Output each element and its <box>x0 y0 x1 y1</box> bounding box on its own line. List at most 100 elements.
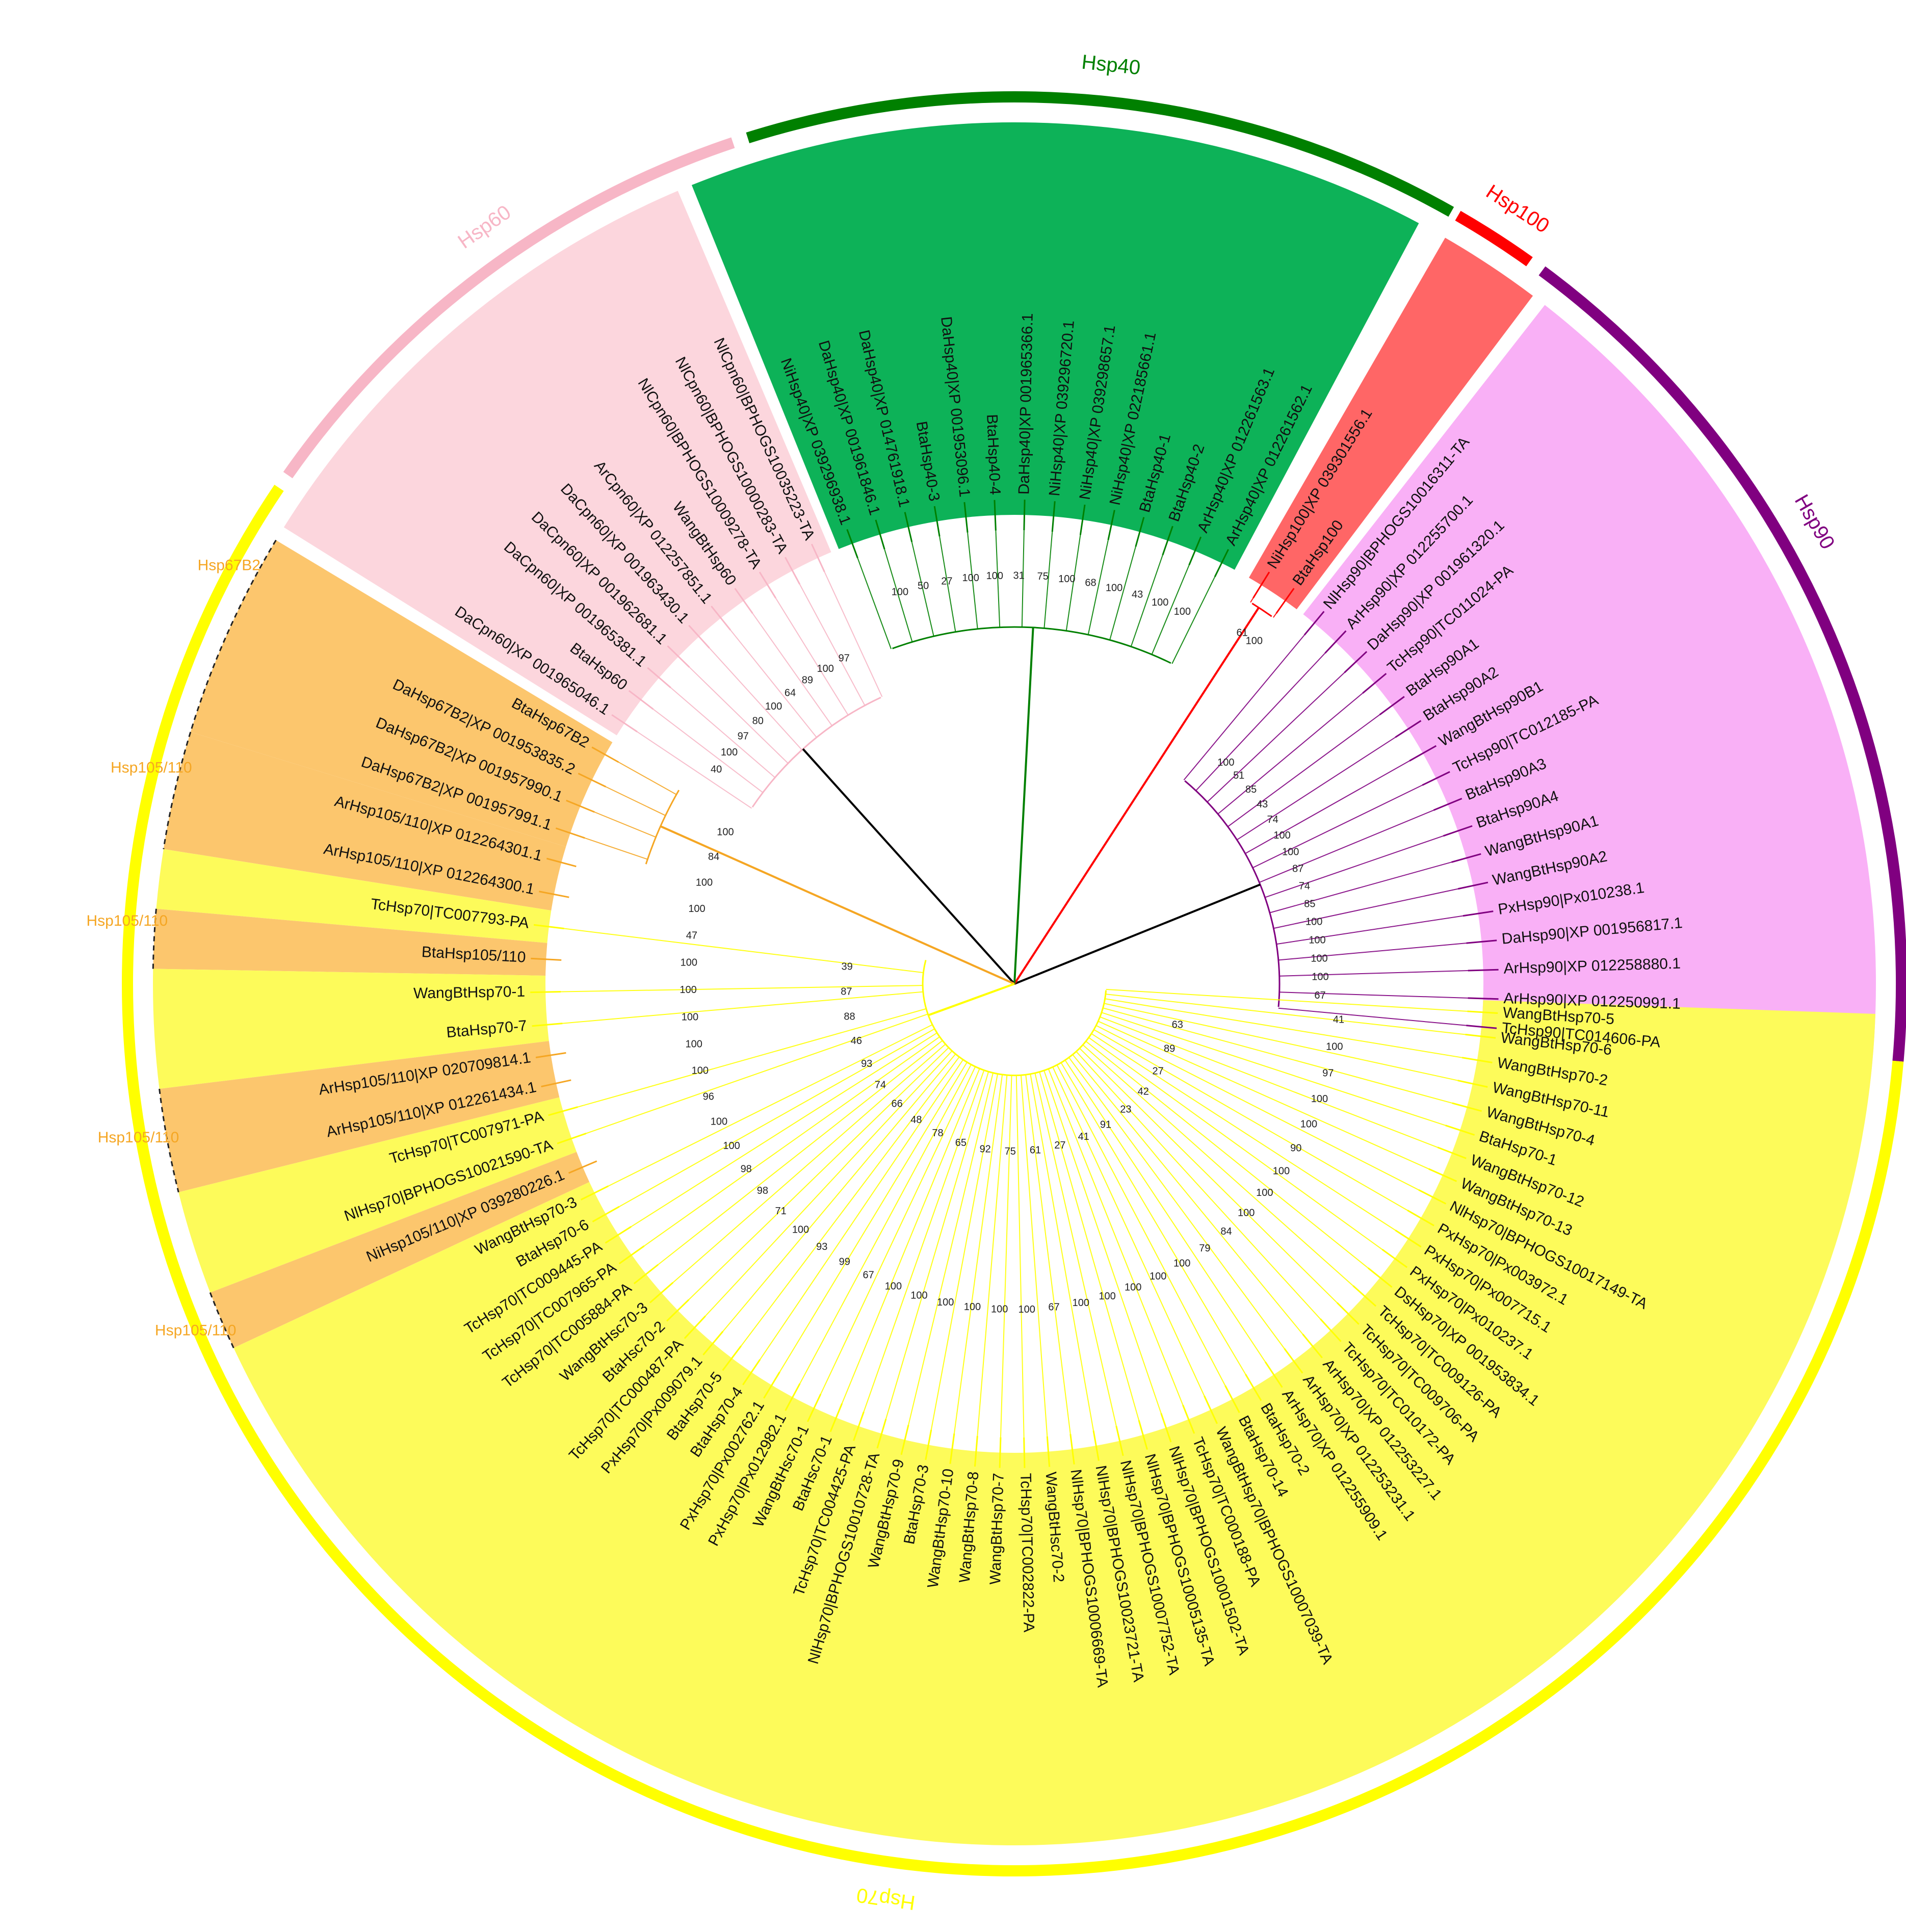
bootstrap-value: 100 <box>792 1224 809 1236</box>
clade-arc <box>922 960 1107 1077</box>
branch <box>1079 1048 1338 1303</box>
terminal-branch <box>1324 630 1347 654</box>
terminal-branch <box>811 543 825 572</box>
branch <box>1056 1064 1226 1386</box>
bootstrap-value: 42 <box>1138 1086 1149 1097</box>
bootstrap-value: 75 <box>1037 571 1049 582</box>
terminal-branch <box>1467 1010 1498 1014</box>
leaf-label: TcHsp70|TC002822-PA <box>1017 1473 1037 1632</box>
terminal-branch <box>1275 588 1295 614</box>
terminal-branch <box>900 1425 909 1455</box>
arc-hsp90 <box>1538 266 1906 1062</box>
bootstrap-value: 64 <box>785 687 796 698</box>
bootstrap-value: 100 <box>1300 1118 1317 1130</box>
bootstrap-value: 51 <box>1233 770 1244 781</box>
terminal-branch <box>592 1206 620 1222</box>
bootstrap-value: 100 <box>937 1297 954 1308</box>
branch <box>1025 1075 1071 1434</box>
terminal-branch <box>949 1433 955 1464</box>
branch <box>953 1075 1003 1434</box>
branch <box>1273 888 1458 929</box>
terminal-branch <box>530 991 561 994</box>
branch <box>1091 1033 1396 1231</box>
sector-hsp105_c <box>159 1041 560 1192</box>
terminal-branch <box>1466 939 1497 944</box>
bootstrap-value: 100 <box>892 586 908 597</box>
terminal-branch <box>1452 1102 1482 1112</box>
bootstrap-value: 90 <box>1290 1143 1301 1154</box>
bootstrap-value: 89 <box>802 675 813 686</box>
bootstrap-value: 23 <box>1120 1104 1131 1115</box>
bootstrap-value: 27 <box>941 576 952 587</box>
branch <box>1076 1051 1321 1319</box>
branch <box>775 597 849 716</box>
sector-hsp60 <box>283 191 831 736</box>
terminal-branch <box>566 799 595 813</box>
branch <box>1000 1075 1012 1438</box>
terminal-branch <box>999 1437 1002 1468</box>
terminal-branch <box>1395 720 1422 738</box>
bootstrap-value: 61 <box>1236 628 1247 639</box>
terminal-branch <box>829 1403 843 1432</box>
clade-arc <box>1184 780 1281 1007</box>
terminal-branch <box>555 827 585 839</box>
subfamily-arc <box>190 539 277 733</box>
subfamily-dashed-arcs <box>152 539 277 1348</box>
trunk-branch <box>1014 883 1261 985</box>
terminal-branch <box>1395 1230 1422 1248</box>
terminal-branch <box>1352 1285 1377 1307</box>
terminal-branch <box>1284 1348 1303 1374</box>
branch <box>1068 1057 1285 1349</box>
bootstrap-value: 100 <box>962 572 979 584</box>
terminal-branch <box>1428 1168 1457 1182</box>
terminal-branch <box>1381 1248 1408 1268</box>
bootstrap-value: 100 <box>1099 1291 1115 1302</box>
branch <box>1250 597 1254 603</box>
terminal-branch <box>1224 1385 1240 1413</box>
branch <box>1105 994 1466 1035</box>
terminal-branch <box>876 1419 887 1449</box>
bootstrap-value: 96 <box>703 1091 714 1102</box>
terminal-branch <box>1092 1430 1100 1461</box>
bootstrap-value: 93 <box>861 1058 872 1069</box>
branch <box>1098 1021 1429 1169</box>
trunk-branch <box>1013 627 1034 984</box>
trunk-branch <box>802 748 1015 985</box>
bootstrap-value: 97 <box>738 730 749 742</box>
sector-hsp70_b <box>153 969 549 1089</box>
branch <box>995 530 1001 628</box>
branch <box>884 549 913 642</box>
terminal-branch <box>532 1023 563 1027</box>
arc-hsp100 <box>1455 211 1533 267</box>
branch <box>911 541 934 637</box>
terminal-branch <box>548 1106 578 1116</box>
terminal-branch <box>1135 517 1145 547</box>
branch <box>1237 737 1396 841</box>
branch <box>939 536 956 632</box>
branch <box>578 1008 927 1108</box>
bootstrap-value: 100 <box>680 984 696 996</box>
branch <box>1269 861 1452 913</box>
branch <box>1085 1040 1369 1269</box>
terminal-branch <box>1465 1033 1496 1039</box>
branch <box>670 687 775 778</box>
terminal-branch <box>722 1345 742 1371</box>
bootstrap-value: 40 <box>711 764 722 775</box>
branch <box>1104 1003 1458 1081</box>
terminal-branch <box>1264 1361 1283 1388</box>
terminal-branch <box>806 1394 822 1422</box>
branch <box>752 613 832 726</box>
terminal-branch <box>925 1429 932 1460</box>
branch <box>1278 1007 1467 1026</box>
bootstrap-value: 100 <box>817 663 834 674</box>
bootstrap-value: 100 <box>717 827 734 838</box>
terminal-branch <box>618 1245 645 1265</box>
terminal-branch <box>1336 1302 1360 1325</box>
branch <box>1245 760 1410 854</box>
branch <box>820 1066 976 1395</box>
sector-hsp70_a <box>156 849 552 943</box>
sector-hsp90 <box>1303 305 1876 1089</box>
terminal-branch <box>1319 1318 1342 1342</box>
bootstrap-value: 84 <box>1220 1226 1232 1237</box>
bootstrap-value: 100 <box>1311 1093 1328 1105</box>
